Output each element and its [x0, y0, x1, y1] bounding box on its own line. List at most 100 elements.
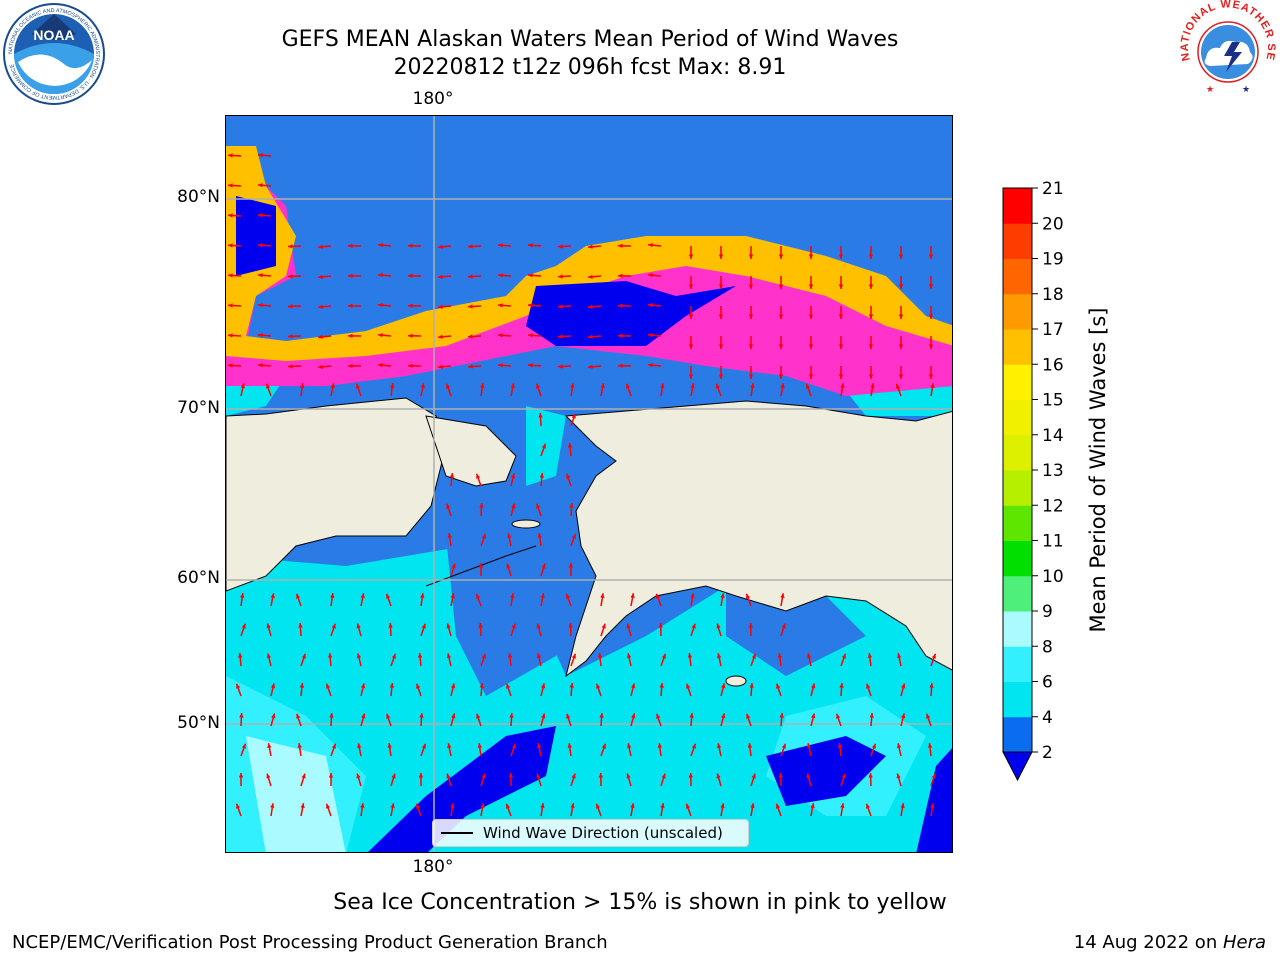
- wind-wave-arrowhead: [688, 773, 693, 778]
- colorbar-segments: [1003, 188, 1032, 753]
- land-chukotka: [425, 415, 517, 487]
- wind-wave-arrowhead: [511, 743, 516, 749]
- wind-wave-arrowhead: [898, 284, 904, 289]
- colorbar-segment: [1003, 364, 1032, 400]
- wind-wave-arrowhead: [567, 443, 573, 448]
- colorbar-tick-label: 17: [1042, 320, 1064, 340]
- wind-wave-arrowhead: [239, 713, 244, 718]
- wind-wave-arrowhead: [421, 743, 426, 749]
- wind-wave-arrowhead: [360, 803, 365, 808]
- colorbar-tick-label: 13: [1042, 461, 1064, 481]
- wind-wave-arrowhead: [508, 773, 513, 778]
- wind-wave-arrowhead: [618, 273, 623, 278]
- colorbar-label: Mean Period of Wind Waves [s]: [1086, 307, 1110, 633]
- wind-wave-arrowhead: [510, 383, 515, 389]
- wind-wave-arrowhead: [748, 254, 754, 259]
- wind-wave-arrowhead: [389, 683, 394, 688]
- wind-wave-arrowhead: [838, 314, 844, 319]
- open-water-chukchi: [526, 281, 736, 346]
- wind-wave-arrowhead: [648, 333, 653, 338]
- wind-wave-arrowhead: [721, 713, 726, 719]
- wind-wave-arrowhead: [571, 413, 576, 419]
- wind-wave-arrowhead: [476, 713, 481, 719]
- wind-wave-arrowhead: [447, 533, 452, 538]
- wind-wave-arrowhead: [648, 303, 653, 308]
- wind-wave-arrowhead: [569, 683, 574, 688]
- wind-wave-arrowhead: [896, 383, 901, 389]
- colorbar-tick-label: 20: [1042, 214, 1064, 234]
- wind-wave-arrowhead: [438, 244, 443, 249]
- wind-wave-arrowhead: [288, 274, 293, 279]
- wind-wave-arrowhead: [328, 653, 333, 658]
- wind-wave-arrowhead: [378, 363, 383, 368]
- wind-wave-arrowhead: [596, 803, 601, 809]
- aleutian-chain: [425, 545, 537, 587]
- wind-wave-arrowhead: [318, 244, 323, 249]
- wind-wave-arrowhead: [867, 653, 872, 658]
- wind-wave-arrowhead: [507, 653, 513, 658]
- wind-wave-arrowhead: [777, 653, 783, 658]
- wind-wave-arrowhead: [808, 374, 814, 379]
- wind-wave-arrowhead: [288, 364, 293, 369]
- wind-wave-arrowhead: [688, 284, 694, 289]
- wind-wave-arrowhead: [388, 623, 393, 628]
- wind-wave-arrowhead: [438, 304, 443, 309]
- wind-wave-arrowhead: [266, 773, 271, 779]
- wind-wave-arrowhead: [420, 593, 425, 598]
- wind-wave-arrowhead: [498, 273, 503, 278]
- wind-wave-arrowhead: [776, 803, 781, 809]
- wind-wave-arrowhead: [781, 743, 786, 749]
- wind-wave-arrowhead: [781, 623, 786, 629]
- colorbar-tick-label: 16: [1042, 355, 1064, 375]
- wind-wave-arrowhead: [258, 363, 263, 368]
- wind-wave-arrowhead: [717, 653, 722, 659]
- wind-wave-arrowhead: [779, 713, 784, 718]
- wind-wave-arrowhead: [748, 284, 754, 289]
- colorbar-segment: [1003, 293, 1032, 330]
- wind-wave-arrowhead: [416, 683, 421, 689]
- wind-wave-arrowhead: [356, 623, 361, 629]
- wind-wave-arrowhead: [288, 304, 293, 309]
- wind-wave-arrowhead: [928, 284, 934, 289]
- wind-wave-arrowhead: [356, 773, 361, 779]
- island-st-lawrence: [511, 519, 541, 529]
- wind-wave-arrowhead: [536, 653, 542, 659]
- wind-wave-arrowhead: [588, 244, 593, 249]
- wind-wave-arrowhead: [618, 303, 623, 308]
- wind-wave-arrowhead: [841, 653, 846, 659]
- wind-wave-arrowhead: [868, 314, 874, 319]
- wind-wave-arrowhead: [566, 593, 571, 599]
- wind-wave-arrowhead: [690, 383, 695, 389]
- wind-wave-arrowhead: [928, 314, 934, 319]
- footer-date: 14 Aug 2022 on Hera: [1074, 932, 1266, 953]
- wind-wave-arrowhead: [481, 653, 486, 659]
- wind-wave-arrowhead: [716, 623, 721, 629]
- colorbar-segment: [1003, 716, 1032, 753]
- wind-wave-arrowhead: [808, 314, 814, 319]
- colorbar-segment: [1003, 329, 1032, 365]
- wind-wave-arrowhead: [510, 593, 515, 598]
- wind-wave-arrowhead: [600, 383, 605, 389]
- island-kodiak: [725, 675, 747, 687]
- wind-wave-arrowhead: [718, 374, 724, 379]
- colorbar-tick-label: 6: [1042, 673, 1053, 693]
- wind-wave-arrowhead: [631, 713, 636, 719]
- colorbar-segment: [1003, 399, 1032, 436]
- wind-wave-arrowhead: [330, 593, 335, 598]
- wind-wave-arrowhead: [447, 743, 452, 749]
- footer-host: Hera: [1222, 932, 1266, 953]
- wind-wave-arrowhead: [348, 243, 353, 249]
- land-siberia: [226, 397, 447, 592]
- wind-wave-arrowhead: [481, 773, 486, 779]
- chart-title: GEFS MEAN Alaskan Waters Mean Period of …: [281, 27, 899, 52]
- wind-wave-arrowhead: [348, 363, 353, 369]
- wind-wave-arrowhead: [356, 653, 362, 659]
- wind-wave-arrowhead: [356, 383, 361, 389]
- wind-wave-arrowhead: [840, 383, 845, 388]
- wind-wave-arrowhead: [468, 304, 473, 309]
- wind-wave-arrowhead: [870, 383, 875, 388]
- wind-wave-arrowhead: [507, 533, 512, 539]
- colorbar-tick-label: 10: [1042, 567, 1064, 587]
- colorbar-tick-label: 15: [1042, 391, 1064, 411]
- chart-subtitle: 20220812 t12z 096h fcst Max: 8.91: [393, 55, 787, 80]
